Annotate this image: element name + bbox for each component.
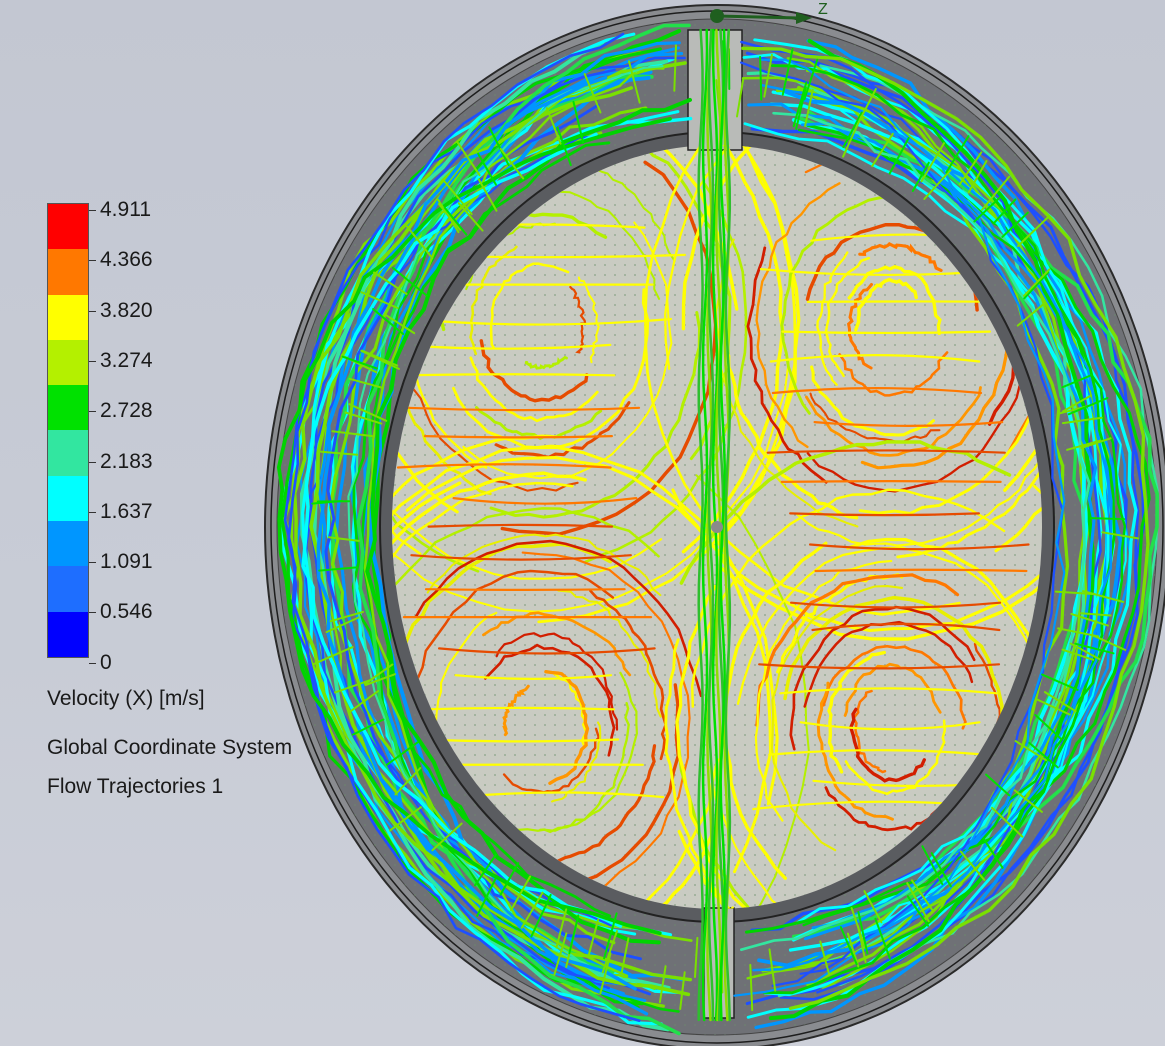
- legend-tick-mark: [89, 662, 96, 664]
- legend-band: [48, 475, 88, 522]
- legend-tick-label: 3.274: [100, 348, 153, 372]
- legend-tick-label: 4.911: [100, 198, 151, 221]
- legend-tick-label: 2.728: [100, 399, 153, 423]
- legend-tick-mark: [89, 411, 96, 413]
- legend-tick-label: 1.637: [100, 499, 153, 523]
- view-triad: Z: [710, 1, 828, 24]
- legend-band: [48, 339, 88, 386]
- legend-tick-mark: [89, 562, 96, 564]
- legend-tick-label: 1.091: [100, 550, 153, 574]
- legend-tick-mark: [89, 210, 96, 211]
- legend-tick-mark: [89, 461, 96, 463]
- center-point-marker: [711, 521, 723, 533]
- legend-tick-mark: [89, 260, 96, 262]
- legend-plot-name: Flow Trajectories 1: [47, 775, 224, 798]
- legend-tick-mark: [89, 612, 96, 614]
- legend-tick-label: 0.546: [100, 600, 153, 624]
- legend-tick-label: 3.820: [100, 298, 153, 322]
- legend-colorbar: [47, 203, 89, 658]
- legend-band: [48, 521, 88, 567]
- legend-tick-mark: [89, 310, 96, 312]
- legend-band: [48, 204, 88, 250]
- color-legend[interactable]: 4.911 4.366 3.820 3.274 2.728 2.183 1.637 1.091…: [0, 0, 360, 820]
- legend-tick-label: 4.366: [100, 248, 153, 272]
- legend-band: [48, 249, 88, 295]
- legend-tick-label: 0: [100, 650, 112, 674]
- legend-tick-mark: [89, 360, 96, 362]
- triad-axis-label: Z: [818, 1, 828, 18]
- legend-band: [48, 566, 88, 612]
- legend-tick-mark: [89, 511, 96, 513]
- legend-tick-label: 2.183: [100, 449, 153, 473]
- legend-coordinate-system: Global Coordinate System: [47, 736, 293, 759]
- legend-band: [48, 294, 88, 340]
- legend-band: [48, 611, 88, 657]
- legend-band: [48, 385, 88, 431]
- legend-parameter-label: Velocity (X) [m/s]: [47, 687, 205, 710]
- legend-band: [48, 430, 88, 476]
